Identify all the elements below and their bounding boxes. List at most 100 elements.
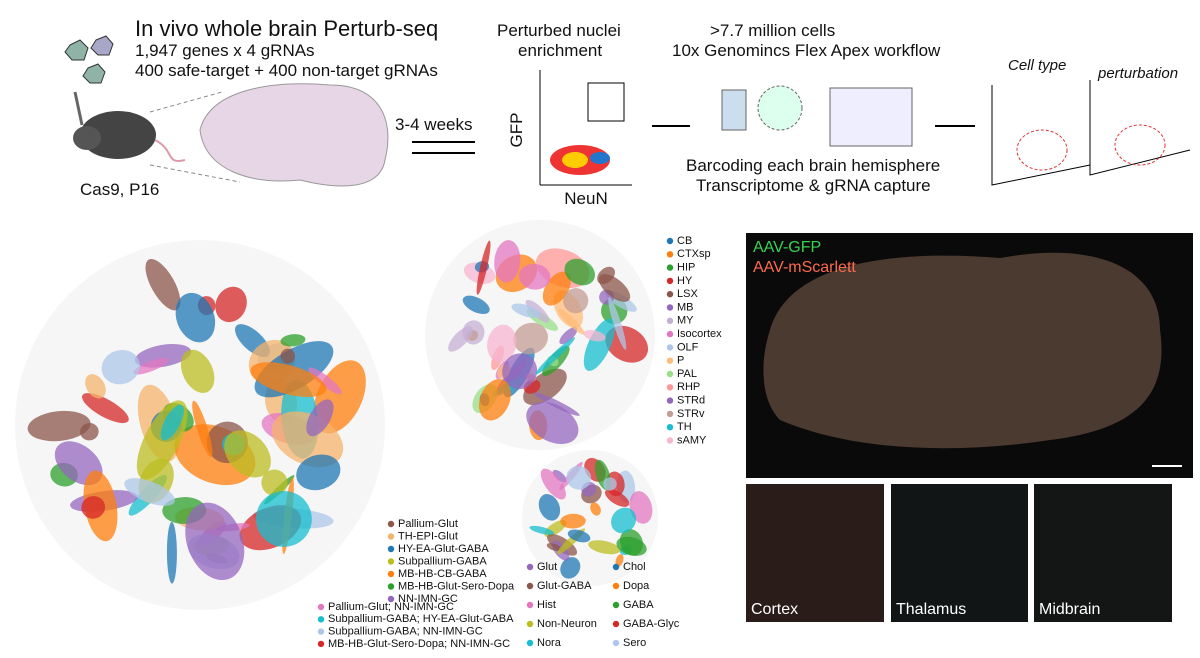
umap-cluster bbox=[615, 554, 624, 567]
legend-label: sAMY bbox=[677, 434, 707, 446]
legend-swatch bbox=[387, 583, 395, 590]
umap-cluster bbox=[250, 362, 327, 398]
legend-swatch bbox=[666, 397, 674, 404]
umap-cluster bbox=[559, 327, 578, 345]
barcode-text: Barcoding each brain hemisphere bbox=[686, 156, 940, 175]
legend-label: GABA-Glyc bbox=[623, 618, 680, 630]
legend-label: CTXsp bbox=[677, 248, 711, 260]
legend-label: RHP bbox=[677, 381, 700, 393]
legend-swatch bbox=[666, 264, 674, 271]
legend-swatch bbox=[666, 344, 674, 351]
legend-swatch bbox=[666, 291, 674, 298]
umap-cluster bbox=[487, 324, 517, 363]
legend-label: HIP bbox=[677, 262, 695, 274]
legend-swatch bbox=[387, 520, 395, 528]
legend-label: MY bbox=[677, 315, 694, 327]
umap-cluster bbox=[583, 329, 606, 342]
umap-cluster bbox=[85, 374, 106, 399]
legend-swatch bbox=[612, 563, 620, 571]
umap-cluster bbox=[526, 401, 579, 444]
umap-cluster bbox=[564, 258, 595, 286]
umap-cluster bbox=[538, 494, 561, 521]
legend-swatch bbox=[666, 370, 674, 378]
legend-swatch bbox=[666, 330, 674, 338]
legend-swatch bbox=[317, 628, 325, 635]
umap-cluster bbox=[560, 557, 581, 579]
region-label: Thalamus bbox=[896, 601, 966, 618]
legend-label: LSX bbox=[677, 288, 698, 300]
title: In vivo whole brain Perturb-seq bbox=[135, 16, 438, 41]
umap-cluster bbox=[518, 263, 551, 290]
umap-cluster bbox=[546, 543, 562, 552]
region-image bbox=[746, 484, 884, 622]
facs-x-label: NeuN bbox=[564, 189, 607, 208]
umap-cluster bbox=[478, 378, 511, 421]
umap-cluster bbox=[448, 326, 473, 352]
region-image bbox=[1034, 484, 1172, 622]
umap-cluster bbox=[558, 308, 585, 335]
legend-swatch bbox=[387, 595, 395, 603]
umap-cluster bbox=[533, 392, 580, 416]
cells-subtitle: 10x Genomincs Flex Apex workflow bbox=[672, 41, 941, 60]
legend-swatch bbox=[666, 277, 674, 285]
legend-label: Nora bbox=[537, 637, 562, 649]
umap-cluster bbox=[552, 469, 567, 483]
legends: Pallium-GlutTH-EPI-GlutHY-EA-Glut-GABASu… bbox=[317, 235, 722, 650]
umap-cluster bbox=[180, 349, 215, 393]
legend-label: Hist bbox=[537, 599, 556, 611]
umap-cluster bbox=[224, 430, 271, 478]
umap-cluster bbox=[523, 368, 567, 405]
legend-swatch bbox=[612, 639, 620, 647]
legend-label: Subpallium-GABA; NN-IMN-GC bbox=[328, 626, 483, 638]
umap-cluster bbox=[563, 288, 589, 314]
legend-swatch bbox=[612, 601, 620, 609]
virus-icons bbox=[64, 35, 114, 84]
cells-title: >7.7 million cells bbox=[710, 21, 835, 40]
legend-swatch bbox=[387, 570, 395, 578]
legend-swatch bbox=[666, 424, 674, 431]
legend-label: NN-IMN-GC bbox=[398, 593, 458, 605]
legend-label: MB-HB-CB-GABA bbox=[398, 568, 487, 580]
umap-cluster bbox=[494, 240, 521, 283]
legend-label: TH bbox=[677, 421, 692, 433]
legend-label: GABA bbox=[623, 599, 654, 611]
umap-cluster bbox=[175, 292, 216, 343]
brain-drawing bbox=[199, 83, 389, 187]
umap-cluster bbox=[133, 357, 169, 375]
legend-swatch bbox=[387, 545, 395, 553]
umap-cluster bbox=[261, 469, 288, 496]
umap-cluster bbox=[604, 489, 630, 507]
region-image bbox=[891, 484, 1028, 622]
umap-cluster bbox=[306, 399, 334, 437]
legend-label: Subpallium-GABA bbox=[398, 555, 487, 567]
facs-y-label: GFP bbox=[507, 113, 526, 148]
umap-cluster bbox=[513, 322, 548, 355]
legend-label: CB bbox=[677, 235, 692, 247]
legend-swatch bbox=[317, 640, 325, 648]
umap-cluster bbox=[611, 507, 637, 534]
schematic-plots bbox=[991, 80, 1191, 186]
umap-cluster bbox=[215, 286, 247, 323]
umap-cluster bbox=[166, 522, 177, 584]
legend-label: STRv bbox=[677, 408, 705, 420]
umap-cluster bbox=[101, 349, 140, 385]
legend-label: MB bbox=[677, 301, 694, 313]
umap-cluster bbox=[529, 525, 555, 535]
facs-title: enrichment bbox=[518, 41, 602, 60]
umap-cluster bbox=[124, 478, 175, 506]
umap-cluster bbox=[145, 258, 181, 311]
legend-label: Sero bbox=[623, 637, 646, 649]
umap-cluster bbox=[255, 490, 312, 547]
umap-cluster bbox=[185, 502, 245, 581]
region-label: Midbrain bbox=[1039, 601, 1100, 618]
legend-label: TH-EPI-Glut bbox=[398, 530, 458, 542]
plot-label: Cell type bbox=[1008, 57, 1066, 74]
legend-label: Dopa bbox=[623, 580, 650, 592]
legend-swatch bbox=[526, 620, 534, 628]
legend-swatch bbox=[317, 616, 325, 623]
legend-swatch bbox=[666, 304, 674, 311]
umap-cluster bbox=[192, 400, 213, 457]
legend-swatch bbox=[666, 384, 674, 391]
legend-label: Chol bbox=[623, 561, 646, 573]
